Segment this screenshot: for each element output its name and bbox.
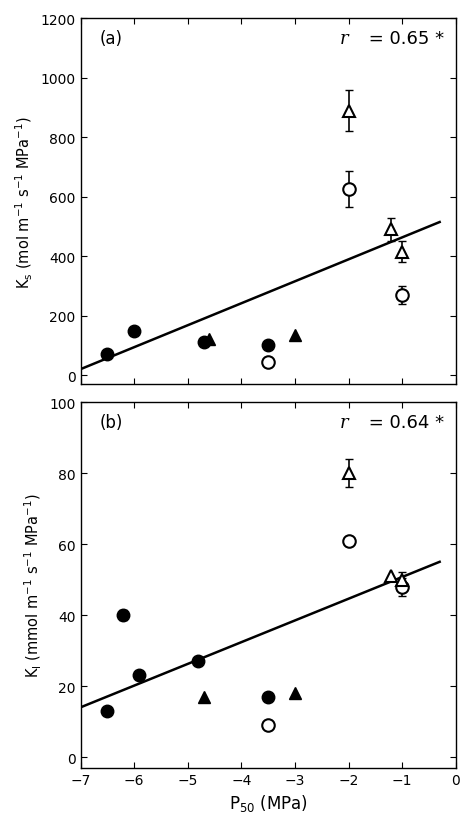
Text: = 0.64 *: = 0.64 * [364, 414, 445, 432]
Text: (a): (a) [99, 31, 122, 48]
Y-axis label: K$_{\mathrm{l}}$ (mmol m$^{-1}$ s$^{-1}$ MPa$^{-1}$): K$_{\mathrm{l}}$ (mmol m$^{-1}$ s$^{-1}$… [23, 493, 44, 677]
X-axis label: P$_{50}$ (MPa): P$_{50}$ (MPa) [228, 792, 308, 813]
Text: = 0.65 *: = 0.65 * [364, 31, 445, 48]
Y-axis label: K$_{\mathrm{s}}$ (mol m$^{-1}$ s$^{-1}$ MPa$^{-1}$): K$_{\mathrm{s}}$ (mol m$^{-1}$ s$^{-1}$ … [14, 116, 35, 289]
Text: (b): (b) [99, 414, 123, 432]
Text: r: r [339, 414, 348, 432]
Text: r: r [339, 31, 348, 48]
